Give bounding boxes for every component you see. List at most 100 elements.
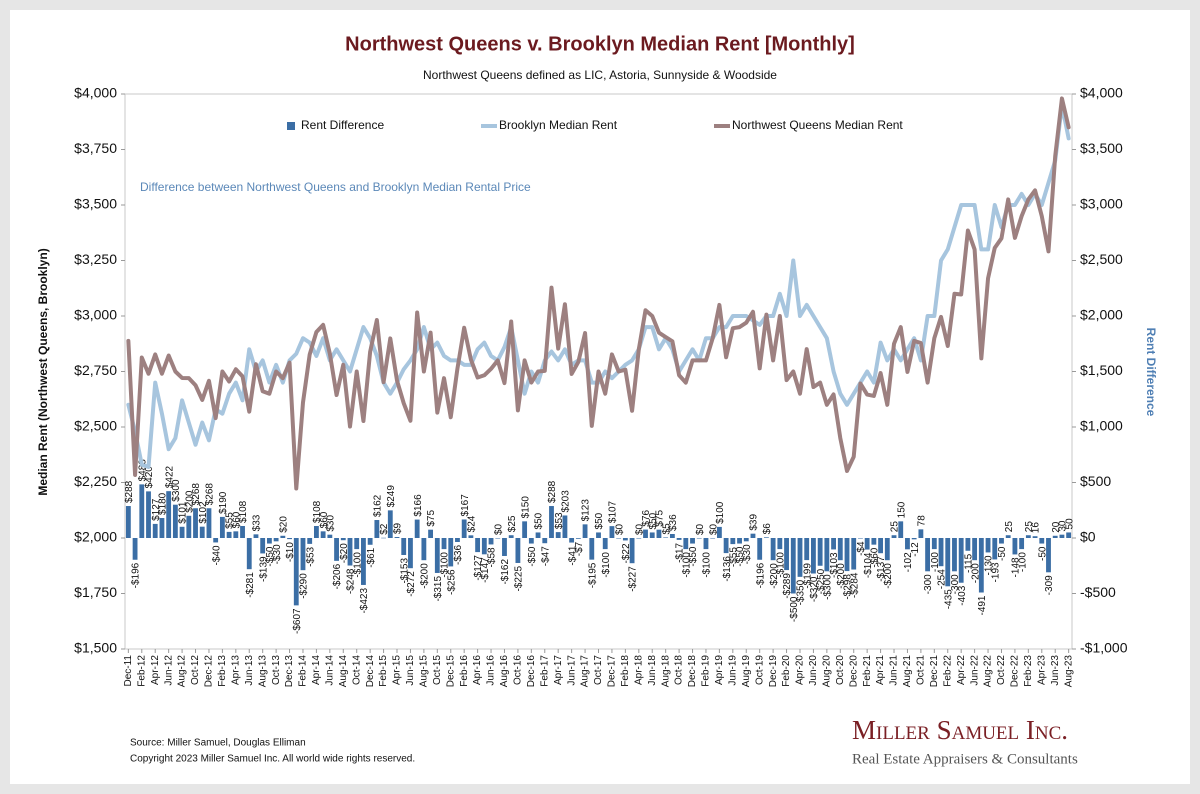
x-tick-label: Apr-18 <box>633 655 644 685</box>
bar <box>811 538 816 574</box>
bar-value-label: -$200 <box>420 563 431 589</box>
bar-value-label: $50 <box>594 512 605 529</box>
bar <box>763 537 769 538</box>
bar-value-label: -$350 <box>796 579 807 605</box>
bar <box>495 538 501 539</box>
bar-value-label: $60 <box>319 511 330 528</box>
x-tick-label: Apr-19 <box>714 655 725 685</box>
bar <box>1066 532 1072 538</box>
bar <box>434 538 440 573</box>
bar <box>273 538 279 542</box>
bar-value-label: 25 <box>890 521 901 533</box>
bar-value-label: -50 <box>997 546 1008 561</box>
copyright-note: Copyright 2023 Miller Samuel Inc. All wo… <box>130 754 415 765</box>
bar-value-label: -$50 <box>735 546 746 566</box>
bar-value-label: 30 <box>1058 520 1069 532</box>
bar-value-label: $50 <box>648 512 659 529</box>
bar <box>354 538 360 550</box>
x-tick-label: Apr-20 <box>795 655 806 685</box>
bar-value-label: -$300 <box>822 574 833 600</box>
bar <box>790 538 796 594</box>
bar-value-label: -$281 <box>245 572 256 598</box>
bar-value-label: -$200 <box>836 563 847 589</box>
bar-value-label: $33 <box>252 514 263 531</box>
x-tick-label: Oct-19 <box>754 655 765 685</box>
x-tick-label: Jun-17 <box>566 655 577 686</box>
y-tick-label: $3,250 <box>74 251 117 267</box>
x-tick-label: Aug-21 <box>902 655 913 688</box>
bar <box>508 535 514 538</box>
bar-value-label: -$147 <box>480 557 491 583</box>
x-tick-label: Aug-18 <box>660 655 671 688</box>
bar <box>931 538 937 550</box>
bar-value-label: -$227 <box>628 566 639 592</box>
bar <box>643 529 648 538</box>
bar-value-label: -300 <box>950 574 961 594</box>
bar <box>132 538 138 560</box>
bar <box>797 538 803 577</box>
bar <box>219 516 225 538</box>
bar <box>408 538 413 569</box>
annotation: Difference between Northwest Queens and … <box>140 180 531 194</box>
bar <box>824 538 830 572</box>
bar <box>562 515 568 538</box>
bar-value-label: -491 <box>977 595 988 615</box>
bar <box>817 538 823 566</box>
x-tick-label: Aug-17 <box>580 655 591 688</box>
bar-value-label: -115 <box>964 553 975 573</box>
bar-value-label: -$206 <box>332 563 343 589</box>
bar-value-label: $2 <box>379 523 390 535</box>
bar <box>1032 536 1038 538</box>
bar <box>428 529 434 538</box>
x-tick-label: Jun-20 <box>808 655 819 686</box>
bar-value-label: $200 <box>184 490 195 513</box>
bar <box>972 538 978 561</box>
bar <box>313 526 319 538</box>
bar <box>502 538 507 556</box>
bar <box>958 538 964 583</box>
x-tick-label: Jun-21 <box>889 655 900 686</box>
bar <box>884 538 890 561</box>
bar <box>703 538 709 550</box>
bar <box>340 538 346 541</box>
bar-value-label: $39 <box>749 514 760 531</box>
bar <box>871 538 877 545</box>
x-tick-label: Jun-19 <box>727 655 738 686</box>
bar-value-label: -$50 <box>527 546 538 566</box>
bar <box>1059 534 1065 538</box>
bar-value-label: $422 <box>164 465 175 488</box>
bar-value-label: -$127 <box>473 555 484 581</box>
bar <box>804 538 810 561</box>
x-tick-label: Feb-13 <box>217 655 228 687</box>
bar-value-label: -254 <box>937 569 948 589</box>
x-tick-label: Dec-12 <box>204 655 215 688</box>
bar <box>1052 535 1058 538</box>
bar-value-label: $190 <box>218 491 229 514</box>
bar-value-label: -130 <box>984 555 995 575</box>
bar <box>260 538 266 554</box>
bar-value-label: $288 <box>124 480 135 503</box>
bar <box>361 538 366 585</box>
bar-value-label: -$10 <box>285 542 296 562</box>
bar <box>1039 538 1045 544</box>
bar-value-label: -$195 <box>587 562 598 588</box>
x-tick-label: Apr-16 <box>472 655 483 685</box>
bar <box>710 538 716 539</box>
bar <box>233 531 239 538</box>
bar-value-label: 25 <box>1004 521 1015 533</box>
y2-tick-label: -$1,000 <box>1080 640 1128 656</box>
bar <box>300 538 306 571</box>
y-tick-label: $3,750 <box>74 140 117 156</box>
bar-value-label: $180 <box>158 492 169 515</box>
logo-tagline: Real Estate Appraisers & Consultants <box>852 751 1078 767</box>
x-tick-label: Aug-16 <box>499 655 510 688</box>
x-tick-label: Aug-20 <box>821 655 832 688</box>
bar-value-label: -$7 <box>574 541 585 556</box>
bar-value-label: -$30 <box>272 544 283 564</box>
y2-tick-label: $3,500 <box>1080 140 1123 156</box>
bar-value-label: $75 <box>426 510 437 527</box>
bar-value-label: -$53 <box>305 546 316 566</box>
bar <box>965 538 971 551</box>
bar-value-label: -$41 <box>567 545 578 565</box>
bar-value-label: -$50 <box>265 546 276 566</box>
